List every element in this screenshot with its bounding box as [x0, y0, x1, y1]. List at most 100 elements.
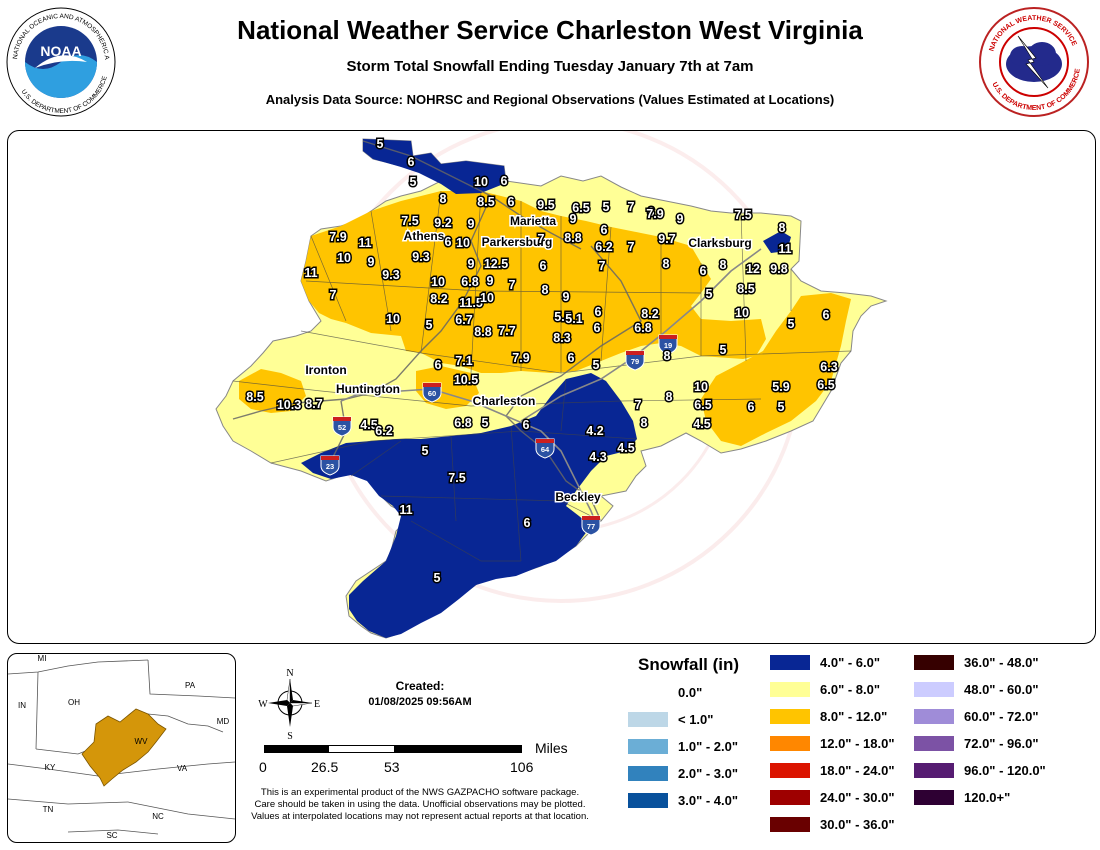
city-label-ironton: Ironton [305, 363, 346, 377]
snowfall-value-label: 11 [399, 503, 412, 517]
svg-text:77: 77 [587, 522, 595, 531]
snowfall-value-label: 4.5 [617, 441, 634, 455]
snowfall-value-label: 9 [677, 212, 684, 226]
legend-swatch [628, 685, 668, 700]
snowfall-value-label: 8.5 [477, 195, 494, 209]
snowfall-value-label: 7.7 [498, 324, 515, 338]
snowfall-value-label: 8.2 [430, 292, 447, 306]
snowfall-value-label: 12.5 [484, 257, 508, 271]
snowfall-value-label: 8.5 [737, 282, 754, 296]
snowfall-value-label: 5 [706, 287, 713, 301]
inset-state-label: MD [217, 717, 230, 726]
snowfall-value-label: 11 [304, 266, 317, 280]
snowfall-value-label: 5 [422, 444, 429, 458]
snowfall-value-label: 9.3 [382, 268, 399, 282]
snowfall-value-label: 5 [410, 175, 417, 189]
snowfall-value-label: 5 [788, 317, 795, 331]
noaa-logo: NATIONAL OCEANIC AND ATMOSPHERIC ADMINIS… [5, 6, 116, 117]
snowfall-value-label: 9.5 [537, 198, 554, 212]
legend-label: 36.0" - 48.0" [964, 655, 1039, 670]
snowfall-value-label: 8 [779, 221, 786, 235]
snowfall-value-label: 6.3 [820, 360, 837, 374]
legend-label: 18.0" - 24.0" [820, 763, 895, 778]
snowfall-value-label: 9.7 [658, 232, 675, 246]
legend-swatch [628, 766, 668, 781]
city-label-huntington: Huntington [336, 382, 400, 396]
snowfall-value-label: 9 [487, 274, 494, 288]
inset-map-canvas: MI OH PA IN WV MD KY VA TN NC SC [8, 654, 235, 840]
svg-text:N: N [286, 668, 293, 679]
snowfall-value-label: 6 [648, 205, 655, 219]
legend-swatch [770, 655, 810, 670]
snowfall-value-label: 6 [435, 358, 442, 372]
snowfall-value-label: 5 [482, 416, 489, 430]
legend-label: 12.0" - 18.0" [820, 736, 895, 751]
legend-label: 4.0" - 6.0" [820, 655, 881, 670]
svg-text:E: E [314, 699, 320, 710]
snowfall-value-label: 6.2 [375, 424, 392, 438]
snowfall-value-label: 10 [735, 306, 749, 320]
city-label-parkersburg: Parkersburg [482, 235, 553, 249]
interstate-routes [340, 248, 762, 527]
snowfall-value-label: 11 [778, 242, 791, 256]
snowfall-value-label: 7 [628, 200, 635, 214]
city-label-beckley: Beckley [555, 490, 601, 504]
svg-text:64: 64 [541, 445, 550, 454]
svg-text:NOAA: NOAA [40, 43, 81, 59]
snowfall-value-label: 9 [570, 212, 577, 226]
inset-state-label: VA [177, 764, 188, 773]
snowfall-value-label: 6 [408, 155, 415, 169]
created-label: Created: [395, 679, 445, 693]
snowfall-value-label: 7.5 [401, 214, 418, 228]
area-4-6-clarksburg [763, 231, 791, 253]
snowfall-value-label: 7.5 [448, 471, 465, 485]
snowfall-value-label: 8.2 [641, 307, 658, 321]
snowfall-value-label: 7 [538, 232, 545, 246]
snowfall-value-label: 7.1 [455, 354, 472, 368]
legend-label: 3.0" - 4.0" [678, 793, 739, 808]
legend-label: 24.0" - 30.0" [820, 790, 895, 805]
legend-swatch [914, 709, 954, 724]
snowfall-value-label: 6 [594, 321, 601, 335]
snowfall-value-label: 6.5 [572, 201, 589, 215]
snowfall-value-label: 6 [540, 259, 547, 273]
svg-text:79: 79 [631, 357, 639, 366]
snowfall-value-label: 8 [664, 349, 671, 363]
legend-label: 8.0" - 12.0" [820, 709, 888, 724]
legend-title: Snowfall (in) [638, 655, 740, 674]
legend-label: 72.0" - 96.0" [964, 736, 1039, 751]
snowfall-value-label: 5.1 [565, 312, 582, 326]
legend-swatch [770, 736, 810, 751]
legend-swatch [628, 739, 668, 754]
snowfall-map: 19 79 64 60 52 23 77 Marietta Athens Parkersburg… [7, 130, 1096, 644]
snowfall-value-label: 8 [542, 283, 549, 297]
inset-state-label: WV [135, 737, 149, 746]
inset-state-label: KY [45, 763, 56, 772]
county-lines [232, 190, 852, 562]
legend-swatch [770, 790, 810, 805]
snowfall-value-label: 9 [468, 257, 475, 271]
legend-swatch [770, 682, 810, 697]
snowfall-value-label: 11 [358, 236, 371, 250]
legend-swatch [628, 712, 668, 727]
legend-label: 120.0+" [964, 790, 1011, 805]
snowfall-value-label: 8.8 [564, 231, 581, 245]
snowfall-value-label: 9 [563, 290, 570, 304]
locator-inset-map: MI OH PA IN WV MD KY VA TN NC SC [7, 653, 236, 843]
snowfall-value-label: 6.7 [455, 313, 472, 327]
svg-text:W: W [258, 699, 268, 710]
snowfall-value-label: 6 [445, 235, 452, 249]
inset-state-label: NC [152, 812, 164, 821]
snowfall-value-label: 5.5 [554, 310, 571, 324]
scale-tick-3: 106 [510, 759, 534, 775]
snowfall-value-label: 10 [480, 291, 494, 305]
legend-swatch [770, 763, 810, 778]
nws-logo: NATIONAL WEATHER SERVICE U.S. DEPARTMENT… [979, 7, 1089, 117]
snowfall-value-label: 6.8 [454, 416, 471, 430]
snowfall-value-label: 7.5 [734, 208, 751, 222]
legend-swatch [914, 736, 954, 751]
scale-tick-2: 53 [384, 759, 400, 775]
snowfall-value-label: 6 [823, 308, 830, 322]
snowfall-value-label: 10 [431, 275, 445, 289]
legend-label: 60.0" - 72.0" [964, 709, 1039, 724]
